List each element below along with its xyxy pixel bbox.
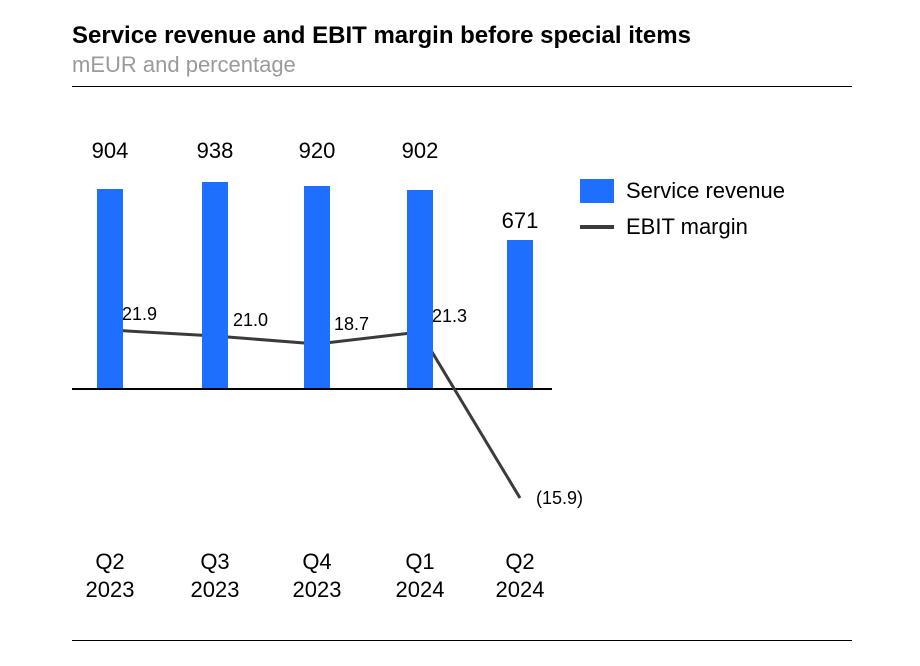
legend-swatch-box: [580, 179, 614, 203]
bar: [202, 182, 228, 388]
bar: [304, 186, 330, 388]
bottom-rule: [72, 640, 852, 641]
legend-item: Service revenue: [580, 178, 785, 204]
legend-label: EBIT margin: [626, 214, 748, 240]
x-category-label: Q32023: [170, 548, 260, 603]
bar: [97, 189, 123, 388]
bar-value-label: 938: [175, 138, 255, 164]
chart-subtitle: mEUR and percentage: [72, 52, 296, 78]
line-value-label: 21.3: [432, 306, 467, 327]
x-category-label: Q42023: [272, 548, 362, 603]
chart-title: Service revenue and EBIT margin before s…: [72, 22, 691, 50]
line-value-label: 21.9: [122, 304, 157, 325]
bar: [507, 240, 533, 388]
line-value-label: 21.0: [233, 310, 268, 331]
legend: Service revenue EBIT margin: [580, 178, 785, 250]
line-value-label: 18.7: [334, 314, 369, 335]
chart-container: Service revenue and EBIT margin before s…: [0, 0, 920, 666]
legend-item: EBIT margin: [580, 214, 785, 240]
bar-value-label: 671: [480, 208, 560, 234]
x-category-label: Q22023: [65, 548, 155, 603]
legend-swatch-line: [580, 225, 614, 229]
x-axis-baseline: [72, 388, 552, 390]
bar-value-label: 902: [380, 138, 460, 164]
bar-value-label: 920: [277, 138, 357, 164]
x-category-label: Q22024: [475, 548, 565, 603]
bar-value-label: 904: [70, 138, 150, 164]
line-value-label: (15.9): [536, 488, 583, 509]
bar: [407, 190, 433, 388]
top-rule: [72, 86, 852, 87]
legend-label: Service revenue: [626, 178, 785, 204]
x-category-label: Q12024: [375, 548, 465, 603]
